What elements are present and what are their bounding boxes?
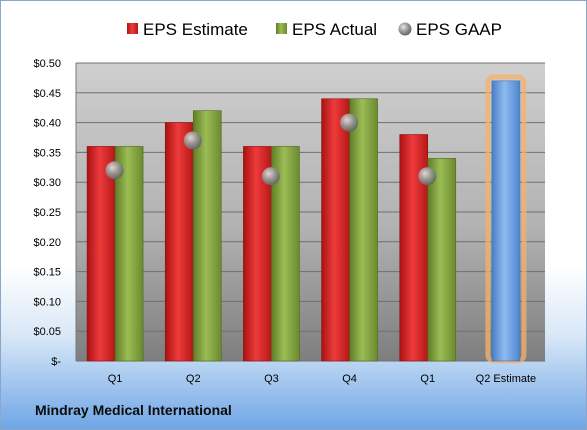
y-tick-label: $0.30: [33, 177, 61, 189]
legend-swatch-gaap: [398, 22, 412, 36]
y-tick-label: $0.40: [33, 118, 61, 130]
y-axis: $- $0.05 $0.10 $0.15 $0.20 $0.25 $0.30 $0.35 $0.…: [33, 58, 61, 368]
marker-gaap: [261, 167, 280, 186]
legend-swatch-estimate: [127, 23, 138, 34]
y-tick-label: $0.35: [33, 147, 61, 159]
x-tick-label: Q4: [342, 373, 357, 385]
bar-estimate: [321, 98, 350, 362]
bars-group: [86, 74, 527, 364]
marker-gaap: [418, 167, 437, 186]
y-tick-label: $0.05: [33, 326, 61, 338]
x-tick-label: Q1: [420, 373, 435, 385]
bar-actual: [192, 110, 222, 362]
bar-estimate: [86, 146, 116, 362]
y-tick-label: $0.10: [33, 296, 61, 308]
bar-actual: [349, 98, 378, 362]
y-tick-label: $-: [51, 356, 61, 368]
legend-label-actual: EPS Actual: [292, 20, 377, 39]
x-tick-label: Q2 Estimate: [476, 373, 537, 385]
bar-actual: [427, 158, 457, 362]
legend: EPS Estimate EPS Actual EPS GAAP: [127, 20, 502, 39]
marker-gaap: [183, 131, 202, 150]
bar-estimate-projected: [491, 80, 521, 362]
y-tick-label: $0.45: [33, 88, 61, 100]
y-tick-label: $0.50: [33, 58, 61, 70]
bar-estimate: [164, 122, 194, 362]
y-tick-label: $0.25: [33, 207, 61, 219]
bar-actual: [114, 146, 144, 362]
marker-gaap: [340, 113, 359, 132]
x-tick-label: Q3: [264, 373, 279, 385]
legend-label-estimate: EPS Estimate: [143, 20, 248, 39]
x-tick-label: Q1: [108, 373, 123, 385]
x-tick-label: Q2: [186, 373, 201, 385]
x-axis: Q1 Q2 Q3 Q4 Q1 Q2 Estimate: [108, 373, 536, 385]
company-name: Mindray Medical International: [35, 402, 232, 418]
marker-gaap: [105, 161, 124, 180]
gridlines: [75, 62, 545, 362]
y-tick-label: $0.15: [33, 267, 61, 279]
legend-swatch-actual: [276, 23, 287, 34]
y-tick-label: $0.20: [33, 237, 61, 249]
legend-label-gaap: EPS GAAP: [416, 20, 502, 39]
